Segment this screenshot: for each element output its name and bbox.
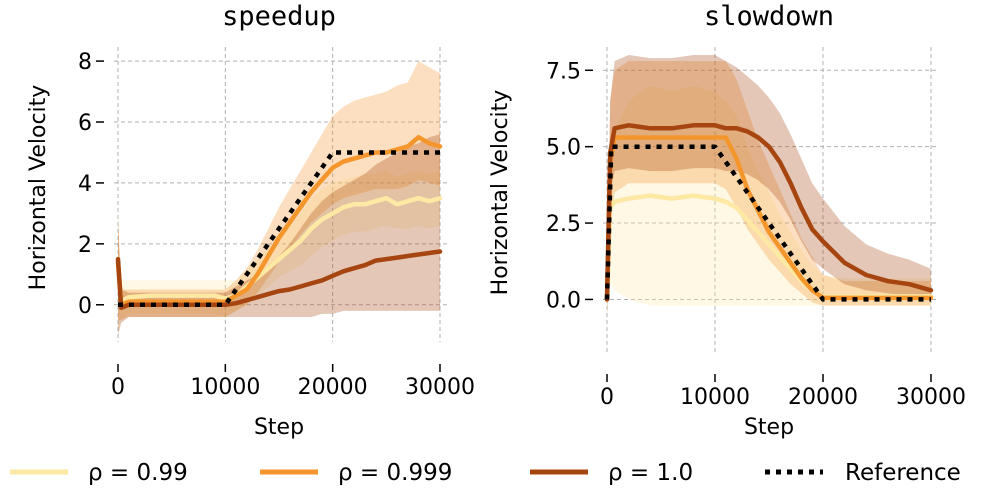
x-axis-label: Step [254, 415, 304, 440]
band-2 [607, 55, 931, 315]
speedup-panel: 0 2 4 6 8 0 10000 20000 30000 speedup Step Horizont… [26, 1, 475, 440]
y-tick-label: 7.5 [546, 59, 581, 84]
x-tick-label: 30000 [405, 375, 475, 400]
y-tick-label: 5.0 [546, 136, 581, 161]
x-tick-label: 0 [600, 385, 614, 410]
series-line-2 [604, 123, 934, 302]
y-tick-label: 0 [78, 294, 92, 319]
series-line-0 [115, 195, 443, 304]
y-tick-label: 4 [78, 172, 92, 197]
band-0 [607, 85, 931, 315]
series-line-3 [118, 150, 440, 308]
x-axis-label: Step [744, 415, 794, 440]
band-1 [118, 61, 440, 320]
series-line-3 [604, 144, 931, 302]
legend-label-0: ρ = 0.99 [88, 460, 188, 486]
y-tick-label: 8 [78, 50, 92, 75]
x-tick-label: 0 [111, 375, 125, 400]
x-tick-label: 20000 [298, 375, 368, 400]
x-tick-label: 10000 [190, 375, 260, 400]
legend: ρ = 0.99 ρ = 0.999 ρ = 1.0 Reference [10, 460, 961, 486]
y-tick-label: 2 [78, 233, 92, 258]
y-axis-label: Horizontal Velocity [26, 85, 51, 291]
x-tick-label: 10000 [680, 385, 750, 410]
series-line-2 [115, 249, 443, 311]
chart-title: slowdown [704, 1, 834, 32]
legend-label-1: ρ = 0.999 [338, 460, 452, 486]
legend-label-2: ρ = 1.0 [608, 460, 693, 486]
y-axis-label: Horizontal Velocity [488, 90, 513, 296]
legend-label-3: Reference [845, 460, 961, 486]
y-tick-label: 0.0 [546, 288, 581, 313]
y-tick-label: 6 [78, 111, 92, 136]
chart-title: speedup [222, 1, 336, 32]
slowdown-panel: 0.0 2.5 5.0 7.5 0 10000 20000 30000 slowdown Step… [488, 1, 966, 440]
x-tick-label: 20000 [788, 385, 858, 410]
x-tick-label: 30000 [896, 385, 966, 410]
y-tick-label: 2.5 [546, 212, 581, 237]
band-2 [118, 134, 440, 336]
band-0 [118, 170, 440, 330]
